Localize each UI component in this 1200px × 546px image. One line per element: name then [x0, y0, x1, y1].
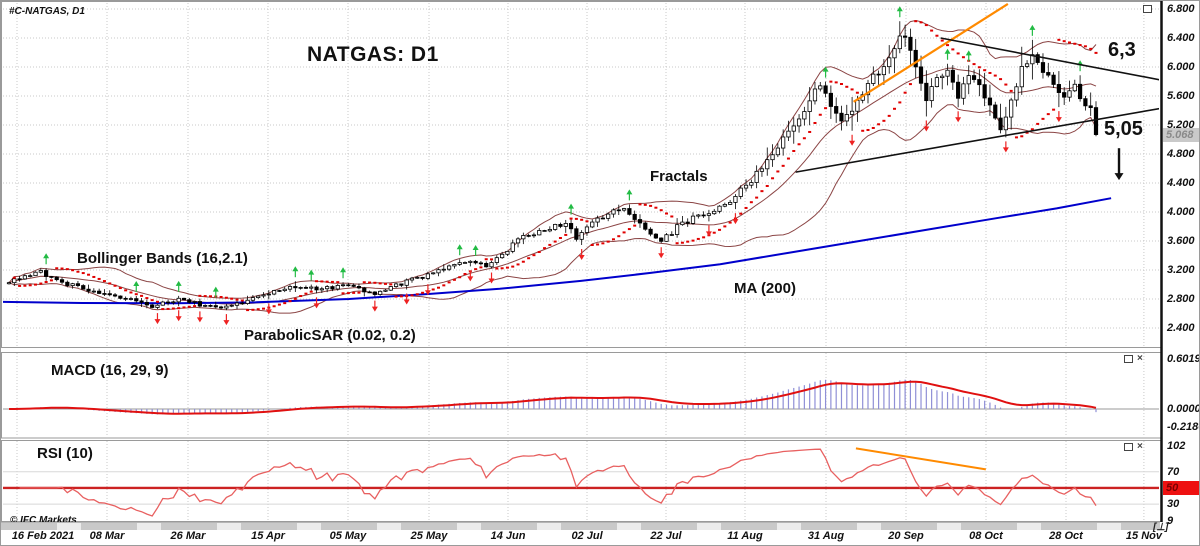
price-tick-label: 6.400	[1167, 32, 1195, 44]
date-tick-label: 22 Jul	[650, 530, 682, 542]
price-tick-label: 2.800	[1167, 293, 1195, 305]
date-tick-label: 02 Jul	[571, 530, 603, 542]
price-tick-label: 5.600	[1167, 90, 1195, 102]
symbol-timeframe-label: #C-NATGAS, D1	[9, 6, 85, 17]
price-tick-label: 5.200	[1167, 119, 1195, 131]
macd-restore-icon[interactable]	[1124, 355, 1133, 363]
axis-scale-icon[interactable]: [⊥]	[1153, 522, 1169, 533]
rsi-tick-label: 70	[1167, 465, 1180, 478]
date-tick-label: 31 Aug	[807, 530, 845, 542]
horizontal-scrollbar[interactable]	[1, 522, 1160, 530]
macd-window-controls: ×	[1124, 353, 1143, 364]
parabolic-sar-label: ParabolicSAR (0.02, 0.2)	[244, 327, 416, 344]
breakout-price-label: 5,05	[1104, 118, 1143, 140]
ma-200-label: MA (200)	[734, 280, 796, 297]
date-tick-label: 26 Mar	[170, 530, 206, 542]
restore-window-icon[interactable]	[1143, 5, 1152, 13]
rsi-tick-label: 30	[1167, 498, 1180, 511]
current-price-tag: 5.068	[1163, 128, 1199, 142]
date-tick-label: 25 May	[410, 530, 448, 542]
date-tick-label: 14 Jun	[490, 530, 526, 542]
chart-title: NATGAS: D1	[307, 43, 439, 66]
date-tick-label: 20 Sep	[888, 530, 924, 542]
rsi-tick-label: 102	[1167, 440, 1186, 452]
date-tick-label: 11 Aug	[727, 530, 763, 542]
broker-watermark: © IFC Markets	[10, 515, 77, 526]
price-tick-label: 4.800	[1167, 148, 1195, 160]
price-tick-label: 2.400	[1167, 322, 1195, 334]
date-tick-label: 16 Feb 2021	[11, 530, 75, 542]
resistance-price-label: 6,3	[1108, 39, 1136, 61]
date-tick-label: 28 Oct	[1049, 530, 1083, 542]
price-tick-label: 6.000	[1167, 61, 1195, 73]
rsi-level-50-tag: 50	[1163, 481, 1199, 495]
rsi-panel-label: RSI (10)	[37, 445, 93, 462]
rsi-tick-label: 9	[1167, 515, 1174, 527]
price-tick-label: 3.600	[1167, 235, 1195, 247]
main-chart-window-controls	[1143, 5, 1152, 13]
rsi-close-icon[interactable]: ×	[1137, 441, 1143, 452]
price-tick-label: 6.800	[1167, 3, 1195, 15]
date-tick-label: 05 May	[329, 530, 367, 542]
bollinger-bands-label: Bollinger Bands (16,2.1)	[77, 250, 248, 267]
rsi-window-controls: ×	[1124, 441, 1143, 452]
price-tick-label: 4.400	[1167, 177, 1195, 189]
macd-tick-label: 0.0000	[1167, 403, 1200, 415]
macd-tick-label: -0.2186	[1167, 421, 1199, 434]
date-tick-label: 08 Mar	[89, 530, 125, 542]
date-tick-label: 08 Oct	[969, 530, 1003, 542]
price-tick-label: 3.200	[1167, 264, 1195, 276]
date-tick-label: 15 Nov	[1125, 530, 1162, 542]
macd-panel-label: MACD (16, 29, 9)	[51, 362, 169, 379]
macd-close-icon[interactable]: ×	[1137, 353, 1143, 364]
rsi-restore-icon[interactable]	[1124, 443, 1133, 451]
fractals-label: Fractals	[650, 168, 708, 185]
date-tick-label: 15 Apr	[251, 530, 285, 542]
price-tick-label: 4.000	[1167, 206, 1195, 218]
macd-tick-label: 0.6019	[1167, 353, 1200, 366]
